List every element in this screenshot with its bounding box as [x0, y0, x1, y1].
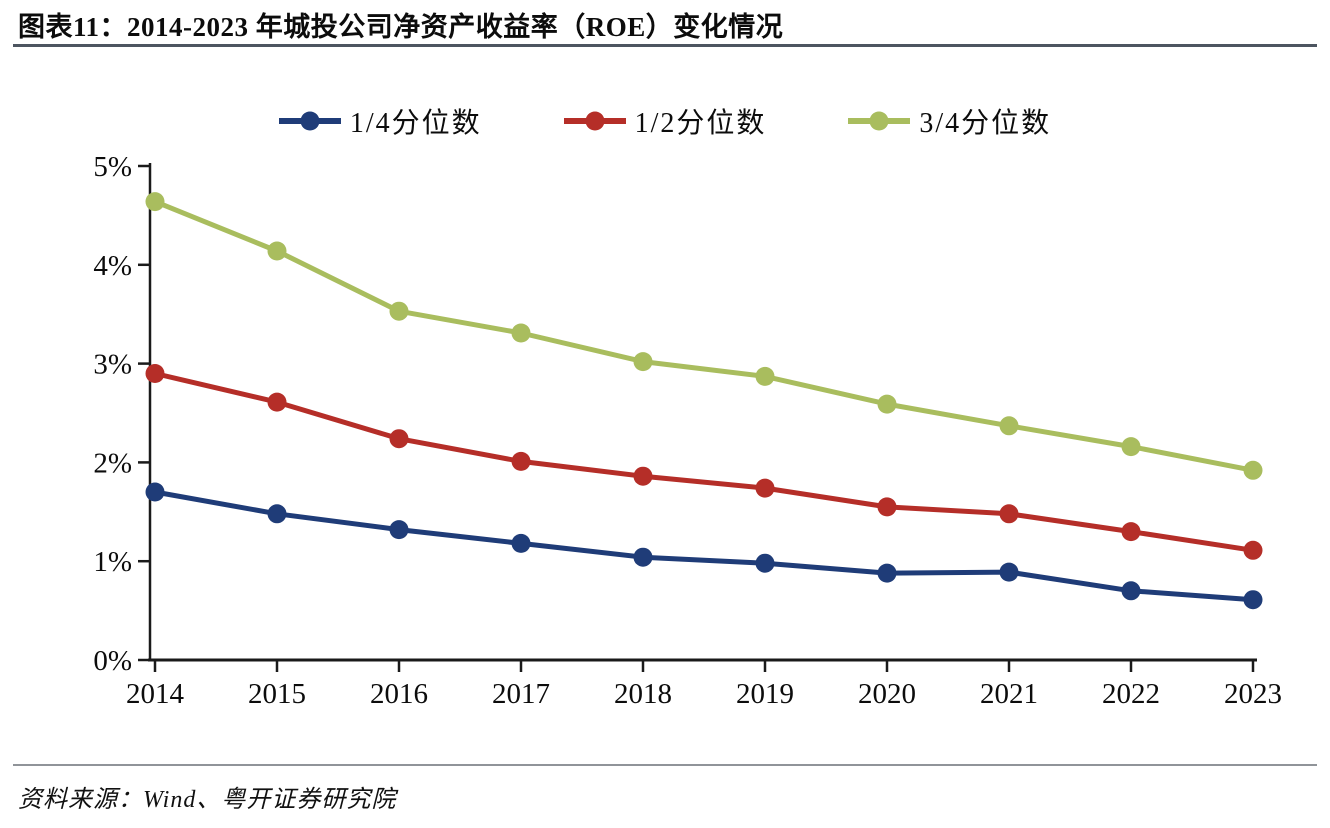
legend-marker-icon: [563, 111, 626, 131]
legend-item: 3/4分位数: [848, 101, 1051, 141]
data-point-marker: [999, 416, 1019, 436]
data-point-marker: [145, 192, 165, 212]
legend-item: 1/4分位数: [278, 101, 482, 141]
data-point-marker: [633, 547, 653, 567]
x-tick-label: 2016: [370, 678, 428, 710]
data-point-marker: [389, 301, 409, 321]
x-tick-label: 2018: [614, 678, 672, 710]
legend-marker-icon: [278, 111, 341, 131]
x-tick-label: 2020: [858, 678, 916, 710]
title-divider: [13, 44, 1317, 47]
series-line: [152, 371, 1256, 553]
data-point-marker: [999, 562, 1019, 582]
chart-legend: 1/4分位数 1/2分位数 3/4分位数: [0, 101, 1330, 141]
data-point-marker: [877, 563, 897, 583]
data-point-marker: [145, 482, 165, 502]
data-point-marker: [511, 451, 531, 471]
y-tick-label: 5%: [93, 151, 132, 183]
legend-item: 1/2分位数: [563, 101, 767, 141]
x-tick-label: 2014: [126, 678, 185, 710]
data-point-marker: [511, 533, 531, 553]
legend-marker-icon: [848, 111, 911, 131]
data-point-marker: [877, 394, 897, 414]
x-tick-label: 2019: [736, 678, 794, 710]
data-point-marker: [511, 323, 531, 343]
data-point-marker: [877, 497, 897, 517]
data-point-marker: [755, 366, 775, 386]
data-point-marker: [1243, 540, 1263, 560]
data-point-marker: [755, 478, 775, 498]
legend-label: 3/4分位数: [919, 108, 1052, 139]
data-point-marker: [389, 429, 409, 449]
data-point-marker: [145, 364, 165, 383]
data-point-marker: [999, 504, 1019, 524]
series-line: [152, 489, 1256, 603]
legend-label: 1/2分位数: [634, 108, 767, 139]
y-tick-label: 2%: [93, 447, 132, 479]
legend-label: 1/4分位数: [349, 108, 482, 139]
figure-title: 图表11：2014-2023 年城投公司净资产收益率（ROE）变化情况: [18, 12, 784, 42]
y-tick-label: 1%: [93, 546, 132, 578]
series-line: [152, 199, 1256, 473]
data-point-marker: [633, 466, 653, 486]
source-note: 资料来源：Wind、粤开证券研究院: [18, 787, 397, 813]
data-point-marker: [1121, 437, 1141, 457]
x-tick-label: 2023: [1224, 678, 1282, 710]
data-point-marker: [633, 352, 653, 372]
data-point-marker: [267, 241, 287, 261]
data-point-marker: [1243, 590, 1263, 610]
data-point-marker: [389, 520, 409, 540]
y-tick-label: 4%: [93, 250, 132, 282]
data-point-marker: [1121, 522, 1141, 542]
x-tick-label: 2017: [492, 678, 550, 710]
data-point-marker: [1243, 460, 1263, 480]
data-point-marker: [267, 504, 287, 524]
y-tick-label: 0%: [93, 645, 132, 677]
data-point-marker: [1121, 581, 1141, 601]
x-tick-label: 2015: [248, 678, 306, 710]
x-tick-label: 2022: [1102, 678, 1160, 710]
y-tick-label: 3%: [93, 349, 132, 381]
data-point-marker: [755, 553, 775, 573]
x-tick-label: 2021: [980, 678, 1038, 710]
footer-divider: [13, 764, 1317, 766]
data-point-marker: [267, 392, 287, 412]
